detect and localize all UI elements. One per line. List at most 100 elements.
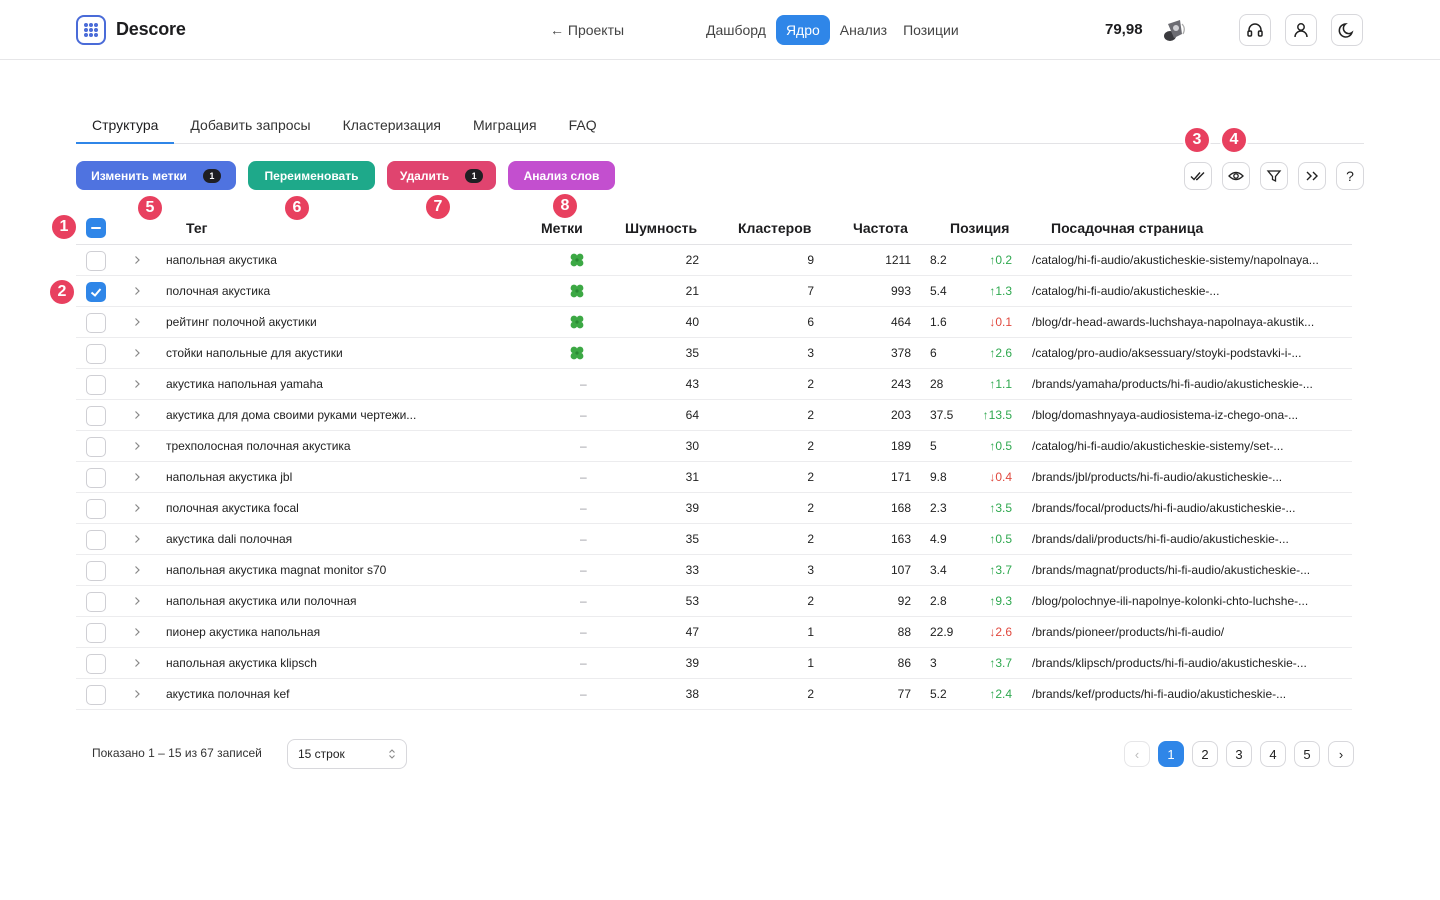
row-checkbox[interactable] xyxy=(86,468,106,488)
label-empty-cell[interactable]: – xyxy=(580,439,587,453)
column-header-labels[interactable]: Метки xyxy=(541,220,583,236)
rename-button[interactable]: Переименовать xyxy=(248,161,375,190)
expand-row-chevron-icon[interactable] xyxy=(131,347,143,359)
tag-cell[interactable]: полочная акустика xyxy=(166,284,271,298)
row-checkbox[interactable] xyxy=(86,375,106,395)
tag-cell[interactable]: полочная акустика focal xyxy=(166,501,299,515)
table-row[interactable]: рейтинг полочной акустики 40 6 464 1.6 ↓0.1/b… xyxy=(76,307,1352,338)
tag-cell[interactable]: рейтинг полочной акустики xyxy=(166,315,317,329)
row-checkbox[interactable] xyxy=(86,654,106,674)
prev-page-button[interactable]: ‹ xyxy=(1124,741,1150,767)
table-row[interactable]: трехполосная полочная акустика – 30 2 189 5 ↑0… xyxy=(76,431,1352,462)
tag-cell[interactable]: трехполосная полочная акустика xyxy=(166,439,351,453)
select-all-button[interactable] xyxy=(1184,162,1212,190)
landing-page-link[interactable]: /brands/yamaha/products/hi-fi-audio/akus… xyxy=(1032,377,1313,391)
expand-row-chevron-icon[interactable] xyxy=(131,657,143,669)
profile-button[interactable] xyxy=(1285,14,1317,46)
tag-cell[interactable]: напольная акустика jbl xyxy=(166,470,293,484)
delete-button[interactable]: Удалить 1 xyxy=(387,161,496,190)
expand-row-chevron-icon[interactable] xyxy=(131,440,143,452)
label-empty-cell[interactable]: – xyxy=(580,625,587,639)
table-row[interactable]: полочная акустика 21 7 993 5.4 ↑1.3/catalog/h… xyxy=(76,276,1352,307)
table-row[interactable]: полочная акустика focal – 39 2 168 2.3 ↑3.5/br… xyxy=(76,493,1352,524)
tab-migration[interactable]: Миграция xyxy=(473,117,537,133)
expand-row-chevron-icon[interactable] xyxy=(131,409,143,421)
help-button[interactable]: ? xyxy=(1336,162,1364,190)
clover-icon[interactable] xyxy=(568,344,586,366)
nav-item-positions[interactable]: Позиции xyxy=(903,22,959,38)
row-checkbox[interactable] xyxy=(86,561,106,581)
expand-row-chevron-icon[interactable] xyxy=(131,688,143,700)
tab-faq[interactable]: FAQ xyxy=(568,117,597,133)
tab-add-queries[interactable]: Добавить запросы xyxy=(190,117,311,133)
table-row[interactable]: акустика полочная kef – 38 2 77 5.2 ↑2.4/brand… xyxy=(76,679,1352,710)
row-checkbox[interactable] xyxy=(86,313,106,333)
table-row[interactable]: напольная акустика 22 9 1211 8.2 ↑0.2/catalog… xyxy=(76,245,1352,276)
tag-cell[interactable]: акустика dali полочная xyxy=(166,532,293,546)
label-empty-cell[interactable]: – xyxy=(580,377,587,391)
landing-page-link[interactable]: /blog/polochnye-ili-napolnye-kolonki-cht… xyxy=(1032,594,1309,608)
table-row[interactable]: акустика dali полочная – 35 2 163 4.9 ↑0.5/bra… xyxy=(76,524,1352,555)
landing-page-link[interactable]: /blog/domashnyaya-audiosistema-iz-chego-… xyxy=(1032,408,1299,422)
label-empty-cell[interactable]: – xyxy=(580,501,587,515)
tag-cell[interactable]: акустика напольная yamaha xyxy=(166,377,323,391)
expand-row-chevron-icon[interactable] xyxy=(131,378,143,390)
row-checkbox[interactable] xyxy=(86,251,106,271)
page-4-button[interactable]: 4 xyxy=(1260,741,1286,767)
label-empty-cell[interactable]: – xyxy=(580,408,587,422)
tag-cell[interactable]: напольная акустика magnat monitor s70 xyxy=(166,563,387,577)
tag-cell[interactable]: стойки напольные для акустики xyxy=(166,346,343,360)
label-empty-cell[interactable]: – xyxy=(580,656,587,670)
row-checkbox[interactable] xyxy=(86,437,106,457)
column-header-position[interactable]: Позиция xyxy=(950,220,1010,236)
table-row[interactable]: акустика для дома своими руками чертежи.… xyxy=(76,400,1352,431)
change-tags-button[interactable]: Изменить метки 1 xyxy=(76,161,236,190)
expand-row-chevron-icon[interactable] xyxy=(131,285,143,297)
landing-page-link[interactable]: /catalog/pro-audio/aksessuary/stoyki-pod… xyxy=(1032,346,1302,360)
row-checkbox[interactable] xyxy=(86,406,106,426)
landing-page-link[interactable]: /brands/kef/products/hi-fi-audio/akustic… xyxy=(1032,687,1287,701)
row-checkbox[interactable] xyxy=(86,530,106,550)
visibility-button[interactable] xyxy=(1222,162,1250,190)
landing-page-link[interactable]: /blog/dr-head-awards-luchshaya-napolnaya… xyxy=(1032,315,1315,329)
next-page-button[interactable]: › xyxy=(1328,741,1354,767)
row-checkbox[interactable] xyxy=(86,282,106,302)
row-checkbox[interactable] xyxy=(86,623,106,643)
tag-cell[interactable]: пионер акустика напольная xyxy=(166,625,321,639)
rows-per-page-select[interactable]: 15 строк xyxy=(287,739,407,769)
select-all-checkbox[interactable] xyxy=(86,218,106,238)
row-checkbox[interactable] xyxy=(86,499,106,519)
row-checkbox[interactable] xyxy=(86,344,106,364)
expand-all-button[interactable] xyxy=(1298,162,1326,190)
row-checkbox[interactable] xyxy=(86,685,106,705)
column-header-landing-page[interactable]: Посадочная страница xyxy=(1051,220,1204,236)
table-row[interactable]: пионер акустика напольная – 47 1 88 22.9 ↓2.6 /… xyxy=(76,617,1352,648)
support-button[interactable] xyxy=(1239,14,1271,46)
landing-page-link[interactable]: /catalog/hi-fi-audio/akusticheskie-... xyxy=(1032,284,1220,298)
back-to-projects-link[interactable]: ← Проекты xyxy=(550,22,625,38)
expand-row-chevron-icon[interactable] xyxy=(131,502,143,514)
expand-row-chevron-icon[interactable] xyxy=(131,564,143,576)
expand-row-chevron-icon[interactable] xyxy=(131,595,143,607)
landing-page-link[interactable]: /catalog/hi-fi-audio/akusticheskie-siste… xyxy=(1032,439,1284,453)
tab-structure[interactable]: Структура xyxy=(76,108,175,144)
clover-icon[interactable] xyxy=(568,282,586,304)
page-5-button[interactable]: 5 xyxy=(1294,741,1320,767)
table-row[interactable]: напольная акустика jbl – 31 2 171 9.8 ↓0.4/bra… xyxy=(76,462,1352,493)
nav-item-dashboard[interactable]: Дашборд xyxy=(706,22,766,38)
page-1-button[interactable]: 1 xyxy=(1158,741,1184,767)
expand-row-chevron-icon[interactable] xyxy=(131,316,143,328)
table-row[interactable]: напольная акустика klipsch – 39 1 86 3 ↑3.7/br… xyxy=(76,648,1352,679)
brand-name[interactable]: Descore xyxy=(116,19,186,39)
landing-page-link[interactable]: /brands/magnat/products/hi-fi-audio/akus… xyxy=(1032,563,1311,577)
theme-toggle-button[interactable] xyxy=(1331,14,1363,46)
expand-row-chevron-icon[interactable] xyxy=(131,626,143,638)
tag-cell[interactable]: напольная акустика klipsch xyxy=(166,656,317,670)
clover-icon[interactable] xyxy=(568,251,586,273)
label-empty-cell[interactable]: – xyxy=(580,687,587,701)
tag-cell[interactable]: акустика для дома своими руками чертежи.… xyxy=(166,408,417,422)
label-empty-cell[interactable]: – xyxy=(580,563,587,577)
column-header-clusters[interactable]: Кластеров xyxy=(738,220,812,236)
page-2-button[interactable]: 2 xyxy=(1192,741,1218,767)
landing-page-link[interactable]: /brands/focal/products/hi-fi-audio/akust… xyxy=(1032,501,1296,515)
